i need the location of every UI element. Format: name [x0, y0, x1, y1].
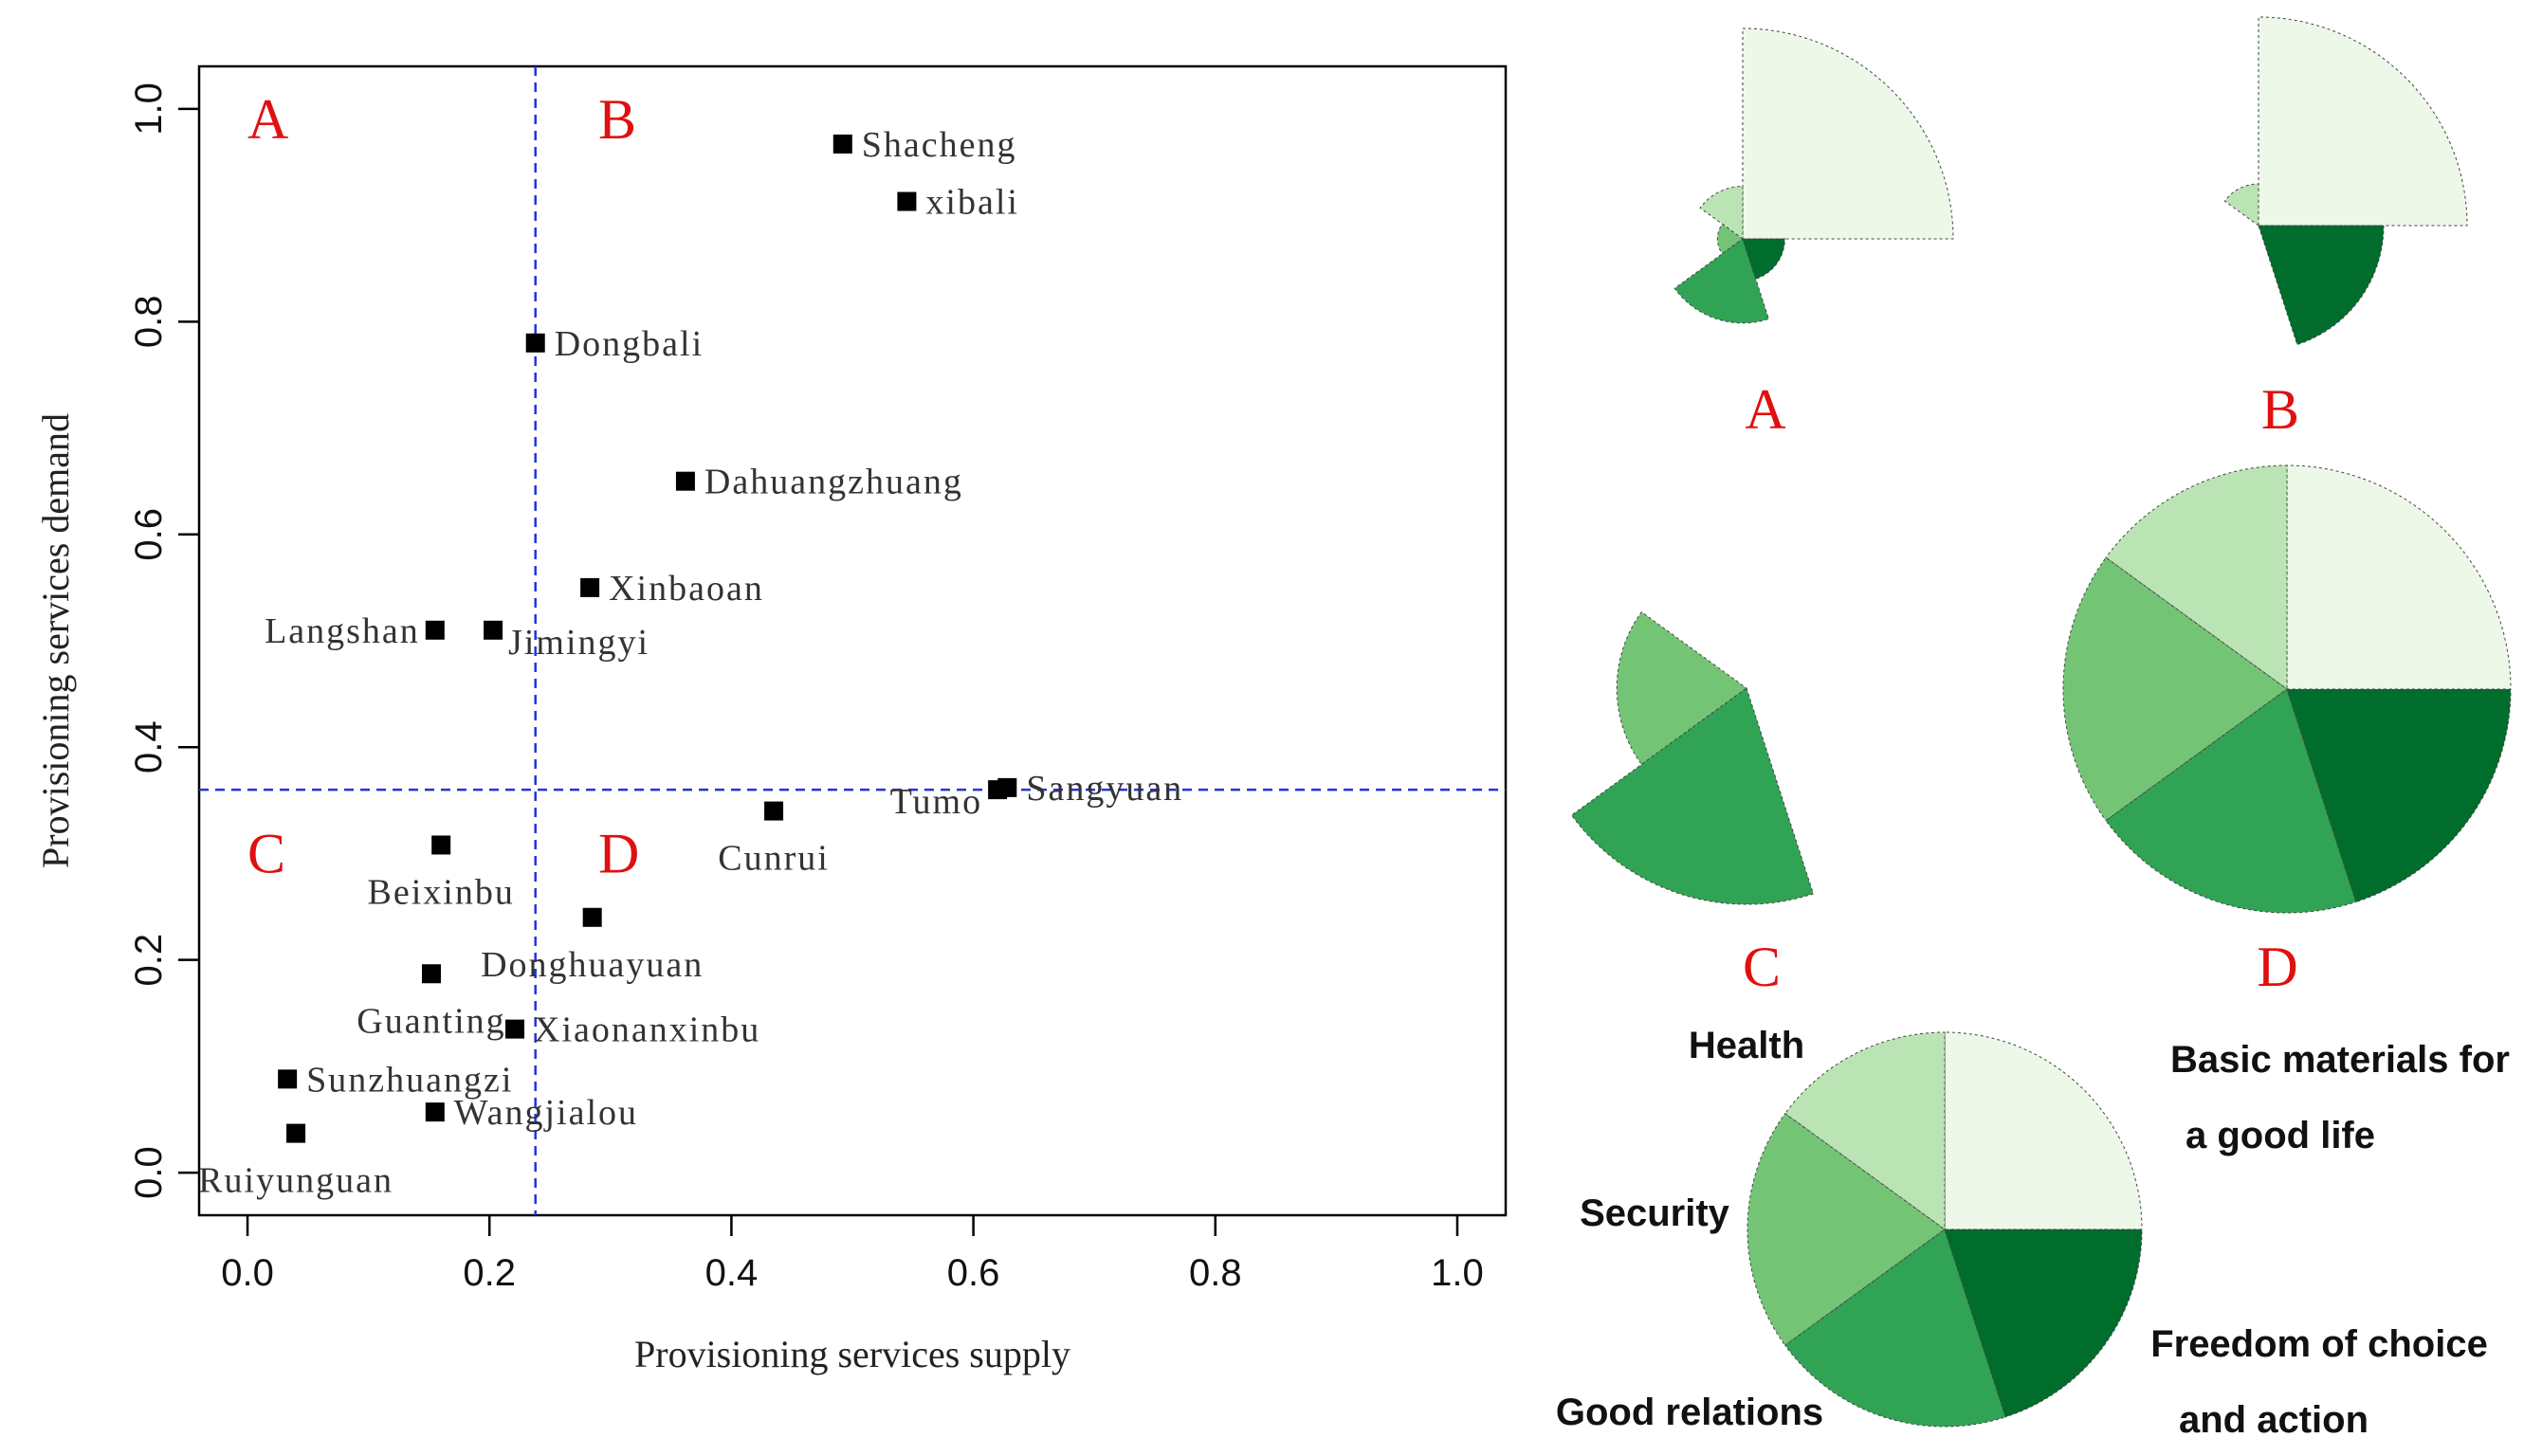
svg-text:Basic materials for: Basic materials for: [2170, 1039, 2510, 1081]
point-label-sangyuan: Sangyuan: [1026, 769, 1183, 809]
data-points: Shacheng xibali Dongbali Dahuangzhuang Xinba…: [198, 125, 1183, 1201]
legend-label-good-relations: Good relations: [1556, 1392, 1823, 1433]
point-label-tumo: Tumo: [890, 782, 982, 822]
svg-text:Freedom of choice: Freedom of choice: [2150, 1323, 2488, 1365]
quadrant-label-b: B: [598, 88, 636, 151]
rose-d-sector-4: [2286, 688, 2512, 903]
quadrant-label-a: A: [247, 88, 288, 151]
point-label-xinbaoan: Xinbaoan: [609, 569, 764, 609]
point-label-shacheng: Shacheng: [862, 125, 1017, 165]
point-dongbali: [525, 333, 545, 353]
point-beixinbu: [431, 835, 451, 855]
legend-label-health: Health: [1689, 1025, 1804, 1066]
legend-pie: [1747, 1031, 2143, 1428]
point-label-beixinbu: Beixinbu: [368, 872, 515, 912]
rose-panel-c: C: [1570, 610, 1815, 998]
x-tick-label: 0.2: [463, 1252, 516, 1294]
rose-c-sector-2: [1616, 610, 1747, 766]
point-label-langshan: Langshan: [265, 611, 420, 651]
quadrant-label-d: D: [598, 822, 639, 884]
rose-b-sector-4: [2258, 225, 2385, 346]
legend-pie-sector-3: [1784, 1228, 2006, 1428]
y-tick-label: 0.0: [128, 1146, 170, 1199]
point-tumo: [988, 780, 1008, 800]
rose-d-sector-0: [2286, 464, 2512, 690]
rose-a-sector-2: [1716, 223, 1744, 255]
point-dahuangzhuang: [675, 471, 695, 491]
rose-a-sector-3: [1674, 238, 1770, 324]
rose-charts: A B C D: [1570, 16, 2512, 998]
rose-label-b: B: [2261, 378, 2299, 441]
y-tick-label: 0.2: [128, 934, 170, 987]
x-tick-label: 0.4: [705, 1252, 759, 1294]
rose-panel-a: A: [1674, 27, 1954, 441]
x-tick-label: 1.0: [1431, 1252, 1484, 1294]
legend-pie-sector-1: [1784, 1031, 1946, 1230]
point-xibali: [897, 191, 917, 211]
legend-label-freedom: Freedom of choice and action: [2150, 1323, 2488, 1441]
point-cunrui: [764, 801, 784, 821]
point-langshan: [425, 620, 445, 640]
rose-c-sector-3: [1570, 687, 1815, 905]
y-axis-label: Provisioning services demand: [34, 413, 77, 868]
point-jimingyi: [484, 620, 503, 640]
rose-panel-b: B: [2223, 16, 2468, 441]
point-label-guanting: Guanting: [357, 1001, 505, 1041]
point-label-cunrui: Cunrui: [718, 839, 830, 879]
legend: Basic materials for a good life Health S…: [1556, 1025, 2510, 1441]
rose-b-sector-1: [2223, 183, 2259, 227]
point-donghuayuan: [582, 907, 602, 927]
quadrant-label-c: C: [247, 822, 285, 884]
rose-d-sector-2: [2062, 556, 2288, 822]
point-label-dongbali: Dongbali: [555, 324, 704, 364]
svg-text:and action: and action: [2179, 1399, 2369, 1441]
rose-d-sector-1: [2105, 464, 2288, 690]
legend-pie-sector-0: [1944, 1031, 2143, 1230]
y-tick-label: 1.0: [128, 82, 170, 136]
rose-b-sector-0: [2258, 16, 2468, 227]
rose-a-sector-0: [1742, 27, 1954, 240]
point-label-ruiyunguan: Ruiyunguan: [198, 1161, 393, 1201]
x-tick-label: 0.0: [221, 1252, 274, 1294]
quadrant-labels: A B C D: [247, 88, 639, 884]
x-tick-label: 0.8: [1189, 1252, 1242, 1294]
point-label-dahuangzhuang: Dahuangzhuang: [704, 463, 963, 502]
svg-text:a good life: a good life: [2186, 1115, 2375, 1156]
point-xinbaoan: [580, 577, 600, 597]
y-tick-label: 0.8: [128, 296, 170, 349]
point-label-xibali: xibali: [925, 183, 1019, 223]
point-label-donghuayuan: Donghuayuan: [481, 945, 704, 985]
x-tick-label: 0.6: [947, 1252, 1000, 1294]
point-guanting: [421, 964, 441, 984]
plot-frame: [197, 64, 1508, 1217]
point-label-xiaonanxinbu: Xiaonanxinbu: [534, 1010, 760, 1050]
point-sunzhuangzi: [278, 1069, 298, 1089]
legend-pie-sector-2: [1747, 1113, 1946, 1346]
legend-label-security: Security: [1580, 1192, 1730, 1234]
point-label-wangjialou: Wangjialou: [454, 1093, 638, 1133]
rose-label-c: C: [1743, 936, 1781, 998]
legend-label-basic-materials: Basic materials for a good life: [2170, 1039, 2510, 1156]
point-label-jimingyi: Jimingyi: [508, 623, 649, 663]
legend-pie-sector-4: [1944, 1228, 2143, 1418]
point-ruiyunguan: [286, 1123, 306, 1143]
rose-label-d: D: [2257, 936, 2297, 998]
point-shacheng: [832, 134, 852, 154]
rose-label-a: A: [1745, 378, 1785, 441]
x-axis-ticks: 0.0 0.2 0.4 0.6 0.8 1.0: [221, 1215, 1484, 1294]
point-xiaonanxinbu: [505, 1019, 525, 1039]
x-axis-label: Provisioning services supply: [634, 1333, 1070, 1375]
point-wangjialou: [425, 1102, 445, 1122]
rose-a-sector-4: [1742, 238, 1785, 280]
y-tick-label: 0.6: [128, 508, 170, 561]
rose-d-sector-3: [2105, 688, 2357, 914]
rose-a-sector-1: [1699, 185, 1744, 240]
scatter-plot: 0.0 0.2 0.4 0.6 0.8 1.0 0.0 0.2 0.4 0.6 0.8 1.0 A B…: [34, 64, 1508, 1375]
y-axis-ticks: 0.0 0.2 0.4 0.6 0.8 1.0: [128, 82, 199, 1199]
rose-panel-d: D: [2062, 464, 2512, 998]
point-label-sunzhuangzi: Sunzhuangzi: [306, 1060, 513, 1100]
y-tick-label: 0.4: [128, 720, 170, 774]
